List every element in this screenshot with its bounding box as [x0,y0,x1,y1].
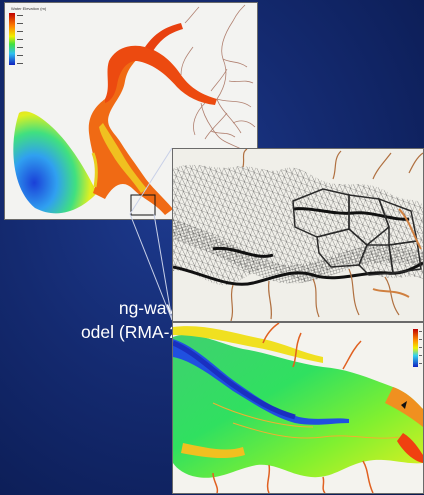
mesh-tributaries [230,149,423,321]
deep-channel [173,339,349,425]
mesh-detail-panel [172,148,424,322]
caption-line-1: ng-wave [118,298,185,318]
legend-title: Water Elevation (m) [11,6,47,11]
mesh-polygons [292,188,422,276]
caption-line-2: odel (RMA-2) [80,322,185,342]
river-network [180,4,256,152]
depth-map-panel [172,322,424,494]
depth-colormap-figure [173,323,423,493]
water-surface [173,334,423,478]
depth-tributaries [212,323,374,493]
outer-bay-shape [13,111,97,214]
color-legend-bar [9,13,15,65]
depth-legend-bar [413,329,418,367]
upper-bay [105,45,217,105]
slide-caption: ng-wave odel (RMA-2) [0,296,185,344]
finite-element-mesh-figure [173,149,423,321]
